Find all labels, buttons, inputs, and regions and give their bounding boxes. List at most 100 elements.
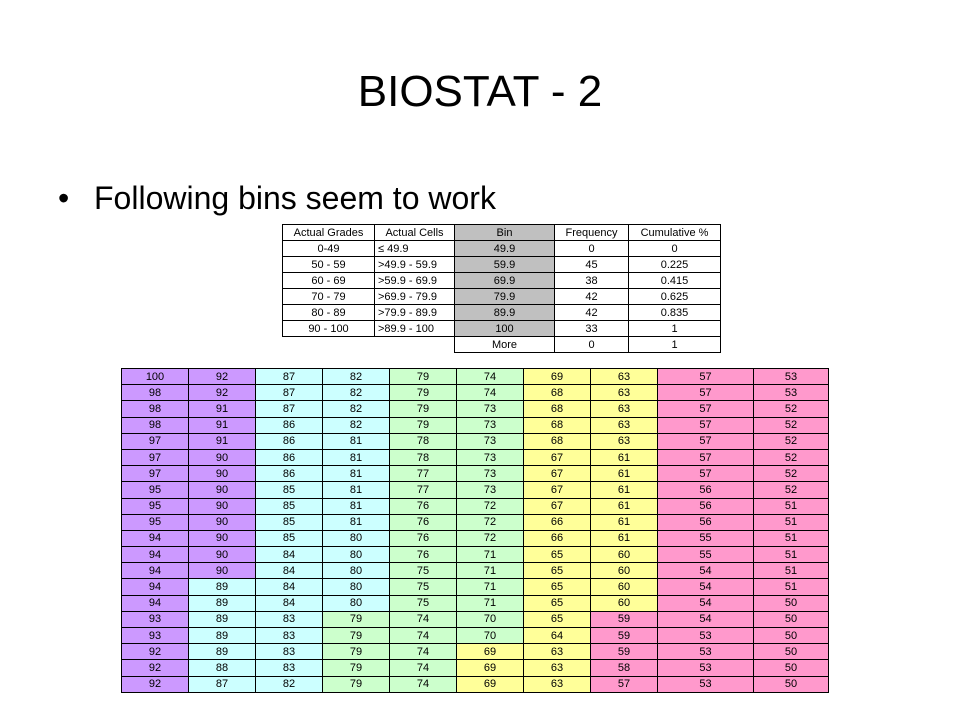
grade-cell: 68 bbox=[523, 432, 591, 450]
grade-cell: 51 bbox=[753, 513, 829, 531]
grade-cell: 81 bbox=[322, 448, 390, 467]
bullet-dot: • bbox=[58, 180, 70, 216]
grade-cell: 81 bbox=[322, 497, 390, 515]
grades-row: 100 92 87 82 79 74 69 63 57 53 bbox=[121, 367, 829, 386]
grade-cell: 52 bbox=[753, 416, 829, 434]
grade-cell: 94 bbox=[121, 594, 189, 612]
cumulative-cell: 0.625 bbox=[628, 288, 721, 305]
grade-cell: 74 bbox=[389, 643, 457, 661]
grade-cell: 67 bbox=[523, 497, 591, 515]
actual-grades-cell: 60 - 69 bbox=[282, 272, 375, 289]
grade-cell: 57 bbox=[657, 448, 754, 467]
grade-cell: 51 bbox=[753, 497, 829, 515]
grade-cell: 65 bbox=[523, 610, 591, 629]
grade-cell: 54 bbox=[657, 578, 754, 596]
grade-cell: 67 bbox=[523, 481, 591, 499]
grades-row: 95 90 85 81 76 72 67 61 56 51 bbox=[121, 497, 829, 515]
grade-cell: 79 bbox=[389, 416, 457, 434]
grade-cell: 80 bbox=[322, 594, 390, 612]
grade-cell: 91 bbox=[188, 416, 256, 434]
frequency-cell: 45 bbox=[554, 256, 629, 273]
grade-cell: 89 bbox=[188, 626, 256, 645]
grades-row: 95 90 85 81 76 72 66 61 56 51 bbox=[121, 513, 829, 531]
grade-cell: 50 bbox=[753, 659, 829, 677]
grade-cell: 72 bbox=[456, 529, 524, 548]
grade-cell: 69 bbox=[456, 675, 524, 693]
grade-cell: 81 bbox=[322, 513, 390, 531]
grade-cell: 86 bbox=[255, 416, 323, 434]
grade-cell: 81 bbox=[322, 432, 390, 450]
grade-cell: 68 bbox=[523, 400, 591, 418]
grade-cell: 83 bbox=[255, 610, 323, 629]
grade-cell: 63 bbox=[590, 416, 658, 434]
cumulative-cell: 1 bbox=[628, 320, 721, 337]
bin-cell: More bbox=[454, 336, 555, 353]
grade-cell: 90 bbox=[188, 465, 256, 483]
actual-cells-cell: >49.9 - 59.9 bbox=[374, 256, 455, 273]
grades-row: 93 89 83 79 74 70 64 59 53 50 bbox=[121, 626, 829, 645]
grades-row: 97 91 86 81 78 73 68 63 57 52 bbox=[121, 432, 829, 450]
bins-row: 80 - 89 >79.9 - 89.9 89.9 42 0.835 bbox=[282, 304, 721, 321]
grade-cell: 61 bbox=[590, 513, 658, 531]
actual-grades-cell: 0-49 bbox=[282, 240, 375, 257]
grade-cell: 54 bbox=[657, 562, 754, 580]
grade-cell: 74 bbox=[389, 659, 457, 677]
grade-cell: 50 bbox=[753, 610, 829, 629]
grade-cell: 85 bbox=[255, 513, 323, 531]
grade-cell: 55 bbox=[657, 546, 754, 564]
grade-cell: 54 bbox=[657, 610, 754, 629]
grade-cell: 57 bbox=[590, 675, 658, 693]
grade-cell: 61 bbox=[590, 448, 658, 467]
bins-row: 90 - 100 >89.9 - 100 100 33 1 bbox=[282, 320, 721, 337]
grade-cell: 88 bbox=[188, 659, 256, 677]
slide-title: BIOSTAT - 2 bbox=[357, 67, 603, 116]
grades-table: 100 92 87 82 79 74 69 63 57 53 98 92 87 82 79 74 68 63 57 5… bbox=[121, 367, 829, 693]
grade-cell: 53 bbox=[657, 659, 754, 677]
grade-cell: 98 bbox=[121, 416, 189, 434]
grade-cell: 70 bbox=[456, 626, 524, 645]
grade-cell: 73 bbox=[456, 481, 524, 499]
grade-cell: 90 bbox=[188, 497, 256, 515]
grade-cell: 75 bbox=[389, 578, 457, 596]
actual-grades-cell: 50 - 59 bbox=[282, 256, 375, 273]
bins-row: 70 - 79 >69.9 - 79.9 79.9 42 0.625 bbox=[282, 288, 721, 305]
grade-cell: 57 bbox=[657, 400, 754, 418]
grade-cell: 56 bbox=[657, 481, 754, 499]
grade-cell: 53 bbox=[753, 384, 829, 402]
grade-cell: 50 bbox=[753, 643, 829, 661]
grade-cell: 87 bbox=[255, 384, 323, 402]
grade-cell: 65 bbox=[523, 578, 591, 596]
grade-cell: 65 bbox=[523, 594, 591, 612]
grade-cell: 52 bbox=[753, 432, 829, 450]
grade-cell: 79 bbox=[389, 400, 457, 418]
grade-cell: 83 bbox=[255, 626, 323, 645]
cumulative-cell: 0 bbox=[628, 240, 721, 257]
grade-cell: 51 bbox=[753, 546, 829, 564]
grade-cell: 82 bbox=[322, 367, 390, 386]
grade-cell: 98 bbox=[121, 384, 189, 402]
bins-row: 0-49 ≤ 49.9 49.9 0 0 bbox=[282, 240, 721, 257]
grade-cell: 52 bbox=[753, 448, 829, 467]
grade-cell: 60 bbox=[590, 594, 658, 612]
grade-cell: 61 bbox=[590, 529, 658, 548]
grade-cell: 72 bbox=[456, 513, 524, 531]
frequency-cell: 0 bbox=[554, 336, 629, 353]
grade-cell: 94 bbox=[121, 578, 189, 596]
grade-cell: 87 bbox=[188, 675, 256, 693]
bins-header-cell: Cumulative % bbox=[628, 224, 721, 241]
actual-grades-cell: 70 - 79 bbox=[282, 288, 375, 305]
bins-header-cell: Actual Cells bbox=[374, 224, 455, 241]
grade-cell: 74 bbox=[389, 610, 457, 629]
grade-cell: 51 bbox=[753, 578, 829, 596]
grade-cell: 77 bbox=[389, 465, 457, 483]
grade-cell: 65 bbox=[523, 546, 591, 564]
grade-cell: 59 bbox=[590, 626, 658, 645]
grade-cell: 79 bbox=[389, 384, 457, 402]
grade-cell: 75 bbox=[389, 594, 457, 612]
grade-cell: 79 bbox=[322, 659, 390, 677]
grade-cell: 53 bbox=[657, 626, 754, 645]
grade-cell: 78 bbox=[389, 448, 457, 467]
grade-cell: 68 bbox=[523, 384, 591, 402]
grade-cell: 76 bbox=[389, 513, 457, 531]
grade-cell: 89 bbox=[188, 578, 256, 596]
